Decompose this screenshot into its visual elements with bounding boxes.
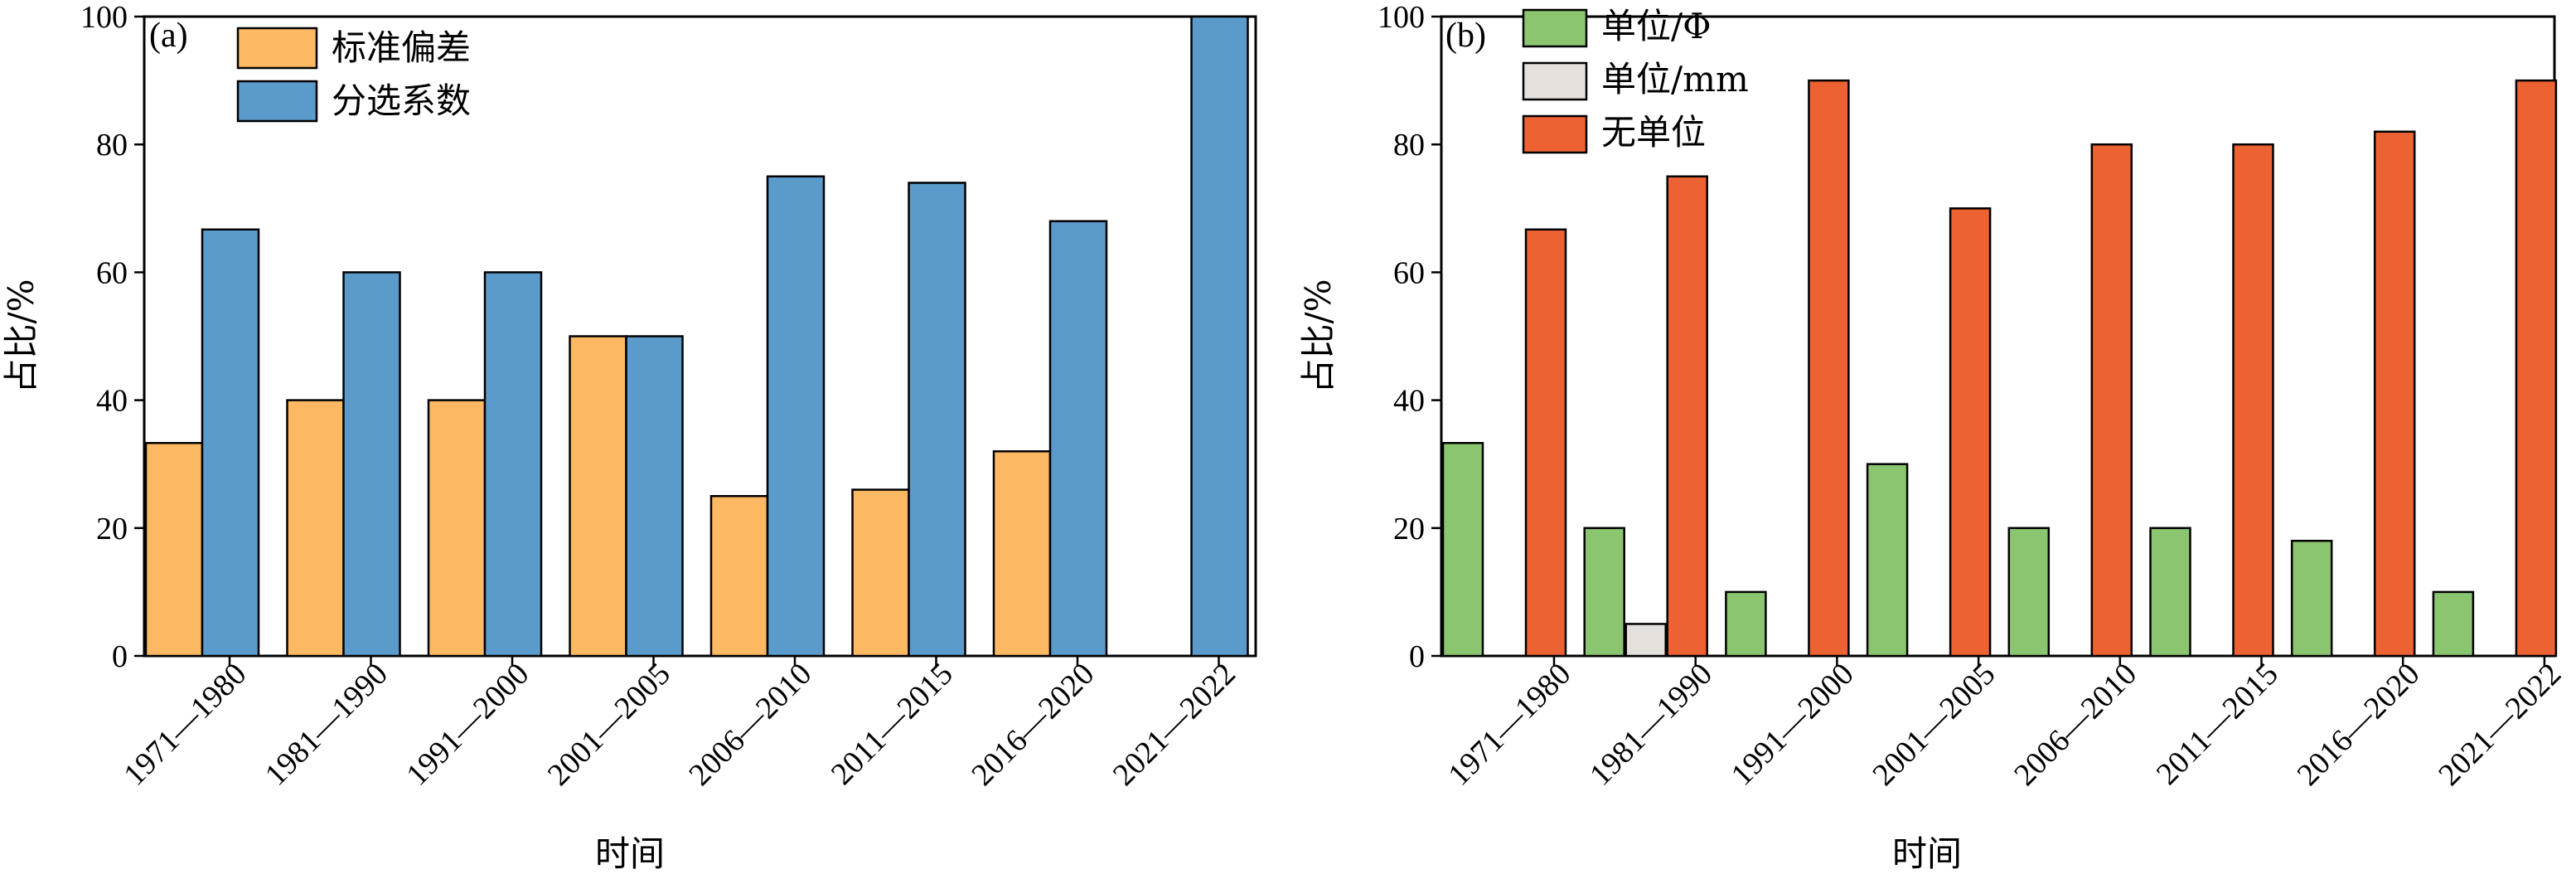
- y-tick-label: 20: [1393, 512, 1425, 546]
- bar-a-series-0-cat-6: [992, 450, 1052, 658]
- x-tick-label: 1981—1990: [259, 657, 395, 793]
- legend-swatch: [236, 80, 318, 123]
- panel-tag: (b): [1445, 17, 1486, 55]
- x-tick-label: 2016—2020: [965, 657, 1101, 793]
- x-tick-label: 1991—2000: [1725, 657, 1861, 793]
- bar-b-series-0-cat-6: [2290, 539, 2333, 658]
- y-tick-label: 0: [1409, 639, 1425, 674]
- bar-a-series-0-cat-2: [427, 399, 487, 658]
- bar-a-series-1-cat-4: [766, 175, 826, 658]
- bar-a-series-0-cat-0: [144, 442, 204, 658]
- bar-b-series-0-cat-3: [1866, 463, 1909, 658]
- bar-a-series-1-cat-7: [1190, 15, 1249, 658]
- y-tick-label: 40: [96, 384, 128, 419]
- x-tick-label: 2011—2015: [825, 657, 960, 792]
- x-tick-label: 2021—2022: [2432, 657, 2568, 793]
- bar-a-series-1-cat-6: [1048, 220, 1108, 658]
- x-tick-label: 2006—2010: [2007, 657, 2143, 793]
- y-tick-label: 100: [80, 0, 128, 35]
- bar-a-series-1-cat-2: [483, 271, 543, 658]
- panel-tag: (a): [149, 17, 188, 55]
- plot-frame: [143, 15, 1257, 658]
- y-axis-title: 占比/%: [1298, 279, 1339, 393]
- bar-b-series-0-cat-7: [2432, 590, 2475, 658]
- bar-a-series-1-cat-1: [342, 271, 401, 658]
- legend-label: 分选系数: [332, 80, 471, 121]
- bar-a-series-1-cat-0: [201, 228, 260, 658]
- y-tick-label: 80: [96, 128, 128, 163]
- y-tick-label: 20: [96, 512, 128, 546]
- bar-b-series-0-cat-0: [1441, 442, 1484, 658]
- bar-b-series-2-cat-7: [2515, 79, 2558, 658]
- bar-a-series-0-cat-3: [569, 335, 627, 658]
- bar-b-series-2-cat-2: [1808, 79, 1850, 658]
- legend-label: 标准偏差: [332, 27, 471, 68]
- bar-a-series-1-cat-3: [625, 335, 684, 658]
- legend-label: 单位/Φ: [1601, 6, 1712, 46]
- bar-b-series-2-cat-3: [1949, 207, 1992, 658]
- bar-b-series-0-cat-5: [2149, 527, 2191, 658]
- x-tick-label: 2011—2015: [2150, 657, 2285, 792]
- bar-b-series-2-cat-0: [1524, 228, 1567, 658]
- x-tick-label: 2006—2010: [682, 657, 818, 793]
- x-tick-label: 1971—1980: [1441, 657, 1577, 793]
- bar-a-series-0-cat-4: [709, 495, 769, 658]
- x-axis-title: 时间: [595, 833, 665, 874]
- bar-b-series-1-cat-1: [1625, 623, 1667, 658]
- x-tick-label: 2001—2005: [1866, 657, 2002, 793]
- bar-b-series-0-cat-2: [1725, 590, 1767, 658]
- bar-a-series-0-cat-5: [851, 488, 910, 658]
- legend-label: 无单位: [1601, 112, 1706, 153]
- y-tick-label: 0: [112, 639, 128, 674]
- bar-b-series-2-cat-6: [2373, 130, 2416, 658]
- x-tick-label: 2016—2020: [2291, 657, 2427, 793]
- y-tick-label: 100: [1378, 0, 1425, 35]
- bar-a-series-1-cat-5: [908, 182, 966, 658]
- legend-swatch: [1522, 8, 1588, 48]
- y-axis-title: 占比/%: [1, 279, 41, 393]
- bar-b-series-2-cat-4: [2090, 143, 2133, 658]
- bar-b-series-0-cat-1: [1583, 527, 1625, 658]
- bar-b-series-0-cat-4: [2007, 527, 2051, 658]
- legend-swatch: [1522, 61, 1588, 101]
- x-tick-label: 1971—1980: [117, 657, 253, 793]
- bar-b-series-2-cat-1: [1666, 175, 1708, 658]
- x-tick-label: 2001—2005: [541, 657, 677, 793]
- legend-label: 单位/mm: [1601, 59, 1749, 100]
- bar-a-series-0-cat-1: [286, 399, 345, 658]
- y-tick-label: 40: [1393, 384, 1425, 419]
- x-tick-label: 2021—2022: [1106, 657, 1242, 793]
- y-tick-label: 60: [1393, 255, 1425, 290]
- y-tick-label: 60: [96, 255, 128, 290]
- legend-swatch: [1522, 114, 1588, 154]
- bar-b-series-2-cat-5: [2232, 143, 2274, 658]
- x-tick-label: 1981—1990: [1583, 657, 1719, 793]
- x-tick-label: 1991—2000: [399, 657, 535, 793]
- y-tick-label: 80: [1393, 128, 1425, 163]
- x-axis-title: 时间: [1892, 833, 1962, 874]
- legend-swatch: [236, 27, 318, 70]
